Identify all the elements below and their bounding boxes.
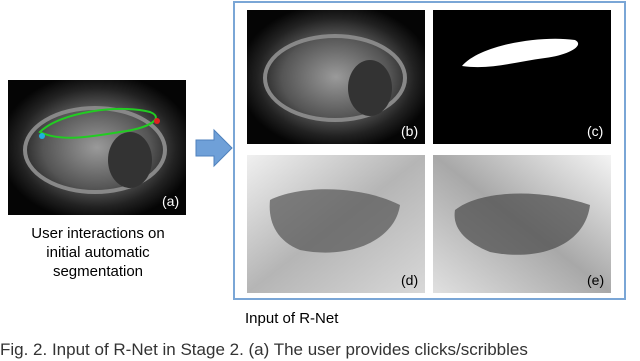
left-caption: segmentation [53,263,143,280]
mri-image [8,80,186,215]
anatomy [454,193,590,255]
anatomy [263,34,407,122]
segmentation-mask [462,38,579,68]
user-click [39,133,45,139]
segmentation-contour [38,107,157,139]
panel-label: (e) [587,272,604,288]
mri-image [247,10,425,144]
anatomy [269,189,400,253]
mask-image [433,10,611,144]
r-net-input-box [233,1,626,300]
panel-label: (c) [587,123,603,139]
figure-caption: Fig. 2. Input of R-Net in Stage 2. (a) T… [0,340,528,359]
anatomy [348,60,392,116]
anatomy [23,106,167,194]
panel-a: (a) [8,80,186,215]
left-caption: User interactions on [31,225,164,242]
panel-label: (d) [401,272,418,288]
panel-label: (b) [401,123,418,139]
box-caption: Input of R-Net [245,310,339,327]
left-caption: initial automatic [46,244,150,261]
panel-label: (a) [162,193,179,209]
anatomy [108,132,152,188]
user-click [154,118,160,124]
arrow [195,128,233,168]
